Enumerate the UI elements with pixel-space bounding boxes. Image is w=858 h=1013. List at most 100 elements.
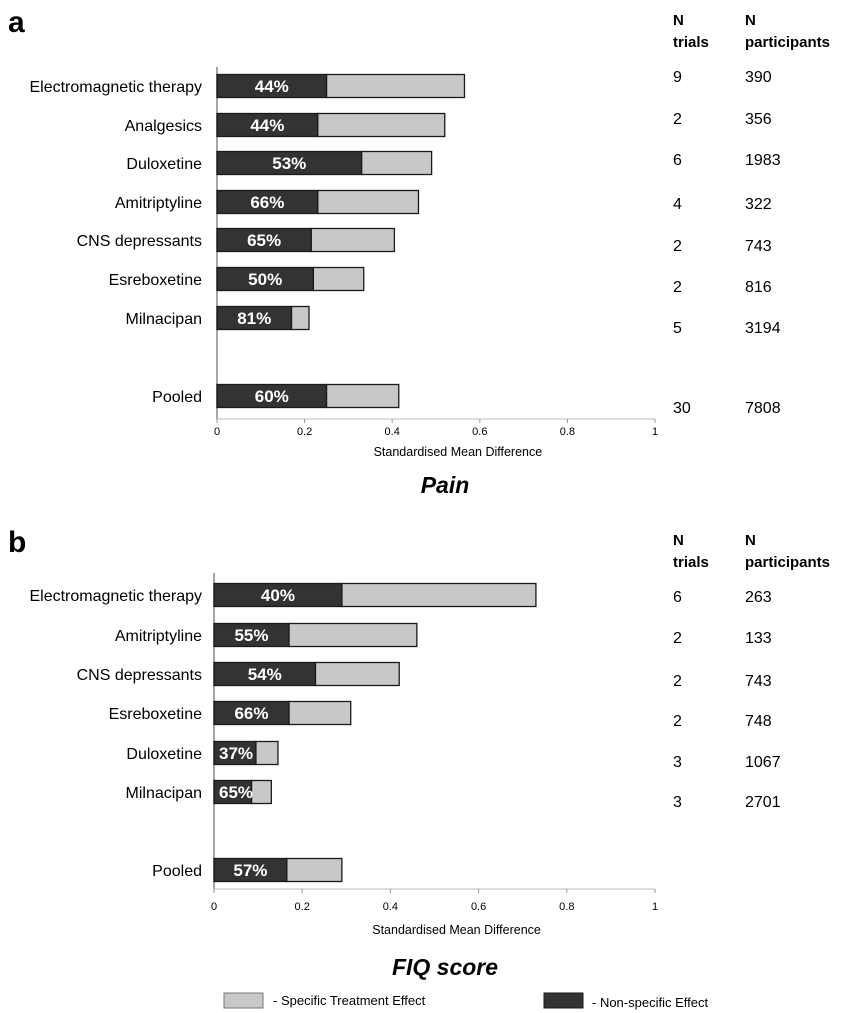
n-participants-value: 1983 bbox=[745, 152, 781, 169]
category-label: Esreboxetine bbox=[109, 272, 202, 289]
legend-label-nonspecific: - Non-specific Effect bbox=[592, 995, 708, 1010]
percent-label: 50% bbox=[248, 270, 282, 289]
category-label: Pooled bbox=[152, 389, 202, 406]
n-participants-value: 263 bbox=[745, 589, 772, 606]
n-participants-value: 743 bbox=[745, 673, 772, 690]
n-trials-value: 2 bbox=[673, 111, 682, 128]
panel-title: Pain bbox=[421, 472, 470, 498]
nonspecific-effect-bar bbox=[216, 73, 328, 99]
specific-effect-bar bbox=[325, 383, 400, 409]
category-label: Amitriptyline bbox=[115, 628, 202, 645]
n-trials-value: 2 bbox=[673, 673, 682, 690]
category-label: Amitriptyline bbox=[115, 195, 202, 212]
percent-label: 55% bbox=[234, 626, 268, 645]
specific-effect-bar bbox=[250, 779, 272, 805]
n-participants-value: 816 bbox=[745, 279, 772, 296]
x-tick-label: 1 bbox=[652, 426, 658, 438]
percent-label: 54% bbox=[248, 665, 282, 684]
trials-header-n: N bbox=[673, 532, 684, 549]
category-label: Electromagnetic therapy bbox=[29, 588, 202, 605]
percent-label: 44% bbox=[250, 116, 284, 135]
category-label: Electromagnetic therapy bbox=[29, 79, 202, 96]
percent-label: 53% bbox=[272, 154, 306, 173]
x-tick-label: 0.6 bbox=[471, 901, 486, 913]
category-label: CNS depressants bbox=[77, 233, 202, 250]
x-tick-label: 0 bbox=[214, 426, 220, 438]
n-trials-value: 2 bbox=[673, 279, 682, 296]
n-participants-value: 748 bbox=[745, 713, 772, 730]
n-participants-value: 356 bbox=[745, 111, 772, 128]
nonspecific-effect-bar bbox=[216, 305, 293, 331]
percent-label: 40% bbox=[261, 586, 295, 605]
panel-title: FIQ score bbox=[392, 954, 498, 980]
n-participants-value: 3194 bbox=[745, 320, 781, 337]
nonspecific-effect-bar bbox=[213, 779, 253, 805]
specific-effect-bar bbox=[314, 661, 400, 687]
nonspecific-effect-bar bbox=[213, 857, 288, 883]
legend-label-specific: - Specific Treatment Effect bbox=[273, 993, 426, 1008]
specific-effect-bar bbox=[286, 857, 343, 883]
n-trials-value: 9 bbox=[673, 69, 682, 86]
trials-header: trials bbox=[673, 34, 709, 51]
participants-header: participants bbox=[745, 554, 830, 571]
x-axis-label: Standardised Mean Difference bbox=[372, 923, 541, 937]
nonspecific-effect-bar bbox=[213, 700, 290, 726]
specific-effect-bar bbox=[360, 150, 433, 176]
percent-label: 65% bbox=[247, 231, 281, 250]
n-trials-value: 3 bbox=[673, 754, 682, 771]
nonspecific-effect-bar bbox=[213, 661, 317, 687]
specific-effect-bar bbox=[255, 740, 279, 766]
category-label: Pooled bbox=[152, 863, 202, 880]
nonspecific-effect-bar bbox=[216, 383, 328, 409]
percent-label: 65% bbox=[219, 783, 253, 802]
category-label: CNS depressants bbox=[77, 667, 202, 684]
percent-label: 57% bbox=[233, 861, 267, 880]
x-tick-label: 0.4 bbox=[383, 901, 398, 913]
panel-label: a bbox=[8, 6, 25, 39]
n-participants-value: 7808 bbox=[745, 400, 781, 417]
nonspecific-effect-bar bbox=[213, 740, 257, 766]
category-label: Esreboxetine bbox=[109, 706, 202, 723]
specific-effect-bar bbox=[312, 266, 365, 292]
n-participants-value: 1067 bbox=[745, 754, 781, 771]
percent-label: 81% bbox=[237, 309, 271, 328]
percent-label: 66% bbox=[250, 193, 284, 212]
n-trials-value: 2 bbox=[673, 630, 682, 647]
specific-effect-bar bbox=[325, 73, 466, 99]
panel-label: b bbox=[8, 526, 26, 559]
n-trials-value: 6 bbox=[673, 589, 682, 606]
n-participants-value: 322 bbox=[745, 196, 772, 213]
n-trials-value: 6 bbox=[673, 152, 682, 169]
category-label: Analgesics bbox=[125, 118, 202, 135]
specific-effect-bar bbox=[317, 112, 446, 138]
specific-effect-bar bbox=[310, 227, 396, 253]
n-trials-value: 3 bbox=[673, 794, 682, 811]
x-tick-label: 0.8 bbox=[559, 901, 574, 913]
category-label: Milnacipan bbox=[126, 311, 202, 328]
nonspecific-effect-bar bbox=[213, 622, 290, 648]
percent-label: 60% bbox=[255, 387, 289, 406]
nonspecific-effect-bar bbox=[216, 112, 319, 138]
x-axis-label: Standardised Mean Difference bbox=[374, 445, 543, 459]
x-tick-label: 0 bbox=[211, 901, 217, 913]
x-tick-label: 0.8 bbox=[560, 426, 575, 438]
specific-effect-bar bbox=[290, 305, 310, 331]
n-participants-value: 390 bbox=[745, 69, 772, 86]
n-trials-value: 5 bbox=[673, 320, 682, 337]
x-tick-label: 0.2 bbox=[297, 426, 312, 438]
participants-header: participants bbox=[745, 34, 830, 51]
percent-label: 66% bbox=[234, 704, 268, 723]
specific-effect-bar bbox=[288, 622, 418, 648]
percent-label: 37% bbox=[219, 744, 253, 763]
n-trials-value: 30 bbox=[673, 400, 691, 417]
nonspecific-effect-bar bbox=[213, 582, 343, 608]
legend-swatch-nonspecific bbox=[543, 992, 584, 1009]
n-participants-value: 133 bbox=[745, 630, 772, 647]
nonspecific-effect-bar bbox=[216, 150, 363, 176]
x-tick-label: 0.4 bbox=[385, 426, 400, 438]
trials-header: trials bbox=[673, 554, 709, 571]
nonspecific-effect-bar bbox=[216, 189, 319, 215]
x-tick-label: 0.6 bbox=[472, 426, 487, 438]
percent-label: 44% bbox=[255, 77, 289, 96]
